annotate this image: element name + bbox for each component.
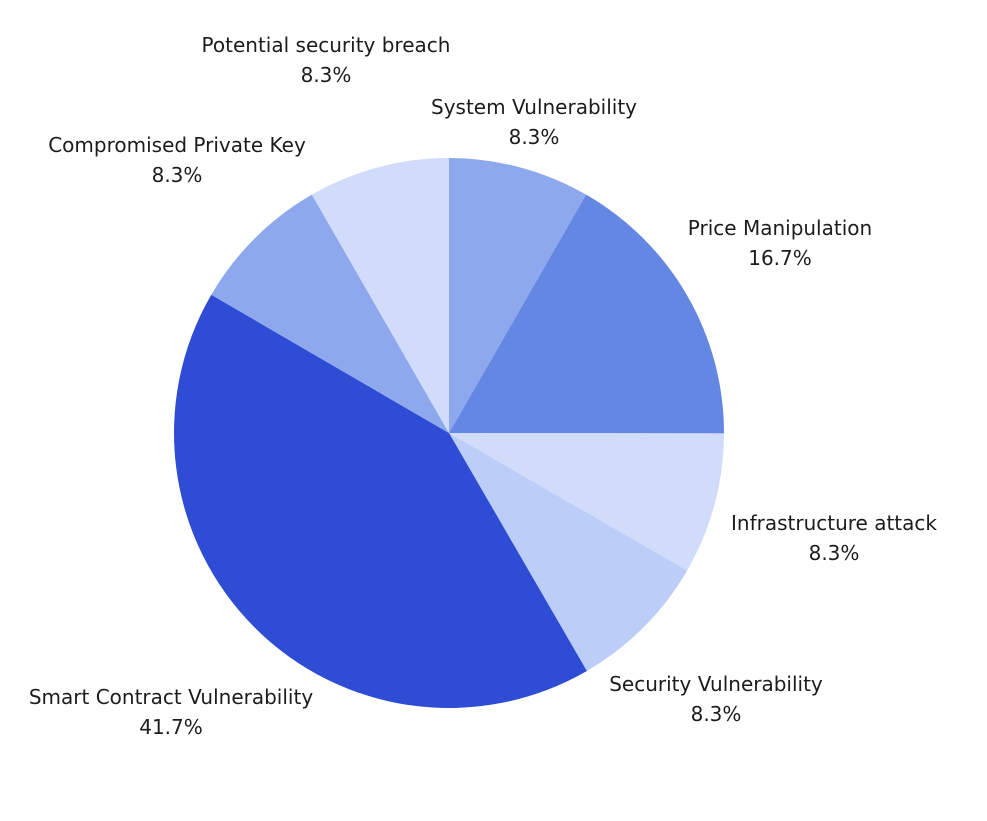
slice-label-group-smart-contract-vulnerability: Smart Contract Vulnerability 41.7%: [29, 685, 313, 739]
slice-label-group-price-manipulation: Price Manipulation 16.7%: [688, 216, 872, 270]
slice-label: System Vulnerability: [431, 95, 637, 119]
slice-percentage: 8.3%: [301, 63, 352, 87]
slice-percentage: 8.3%: [809, 541, 860, 565]
pie-slice-security-vulnerability: [449, 433, 688, 671]
slice-label-group-infrastructure-attack: Infrastructure attack 8.3%: [731, 511, 937, 565]
slice-percentage: 8.3%: [691, 702, 742, 726]
slice-label-group-compromised-private-key: Compromised Private Key 8.3%: [48, 133, 306, 187]
pie-slice-potential-security-breach: [311, 158, 449, 433]
slices-layer: [174, 158, 725, 708]
slice-percentage: 16.7%: [748, 246, 812, 270]
pie-slice-infrastructure-attack: [449, 433, 724, 571]
slice-label: Compromised Private Key: [48, 133, 306, 157]
pie-slice-smart-contract-vulnerability: [174, 294, 587, 708]
slice-label: Infrastructure attack: [731, 511, 937, 535]
slice-label: Potential security breach: [202, 33, 451, 57]
pie-slice-price-manipulation: [449, 194, 725, 434]
slice-label: Price Manipulation: [688, 216, 872, 240]
pie-slice-compromised-private-key: [211, 194, 449, 433]
labels-layer: System Vulnerability 8.3% Price Manipulati…: [29, 33, 938, 739]
slice-label-group-security-vulnerability: Security Vulnerability 8.3%: [609, 672, 823, 726]
pie-slice-system-vulnerability: [449, 158, 587, 433]
slice-label: Security Vulnerability: [609, 672, 823, 696]
slice-percentage: 41.7%: [139, 715, 203, 739]
slice-label-group-system-vulnerability: System Vulnerability 8.3%: [431, 95, 637, 149]
slice-label-group-potential-security-breach: Potential security breach 8.3%: [202, 33, 451, 87]
slice-percentage: 8.3%: [509, 125, 560, 149]
slice-label: Smart Contract Vulnerability: [29, 685, 313, 709]
slice-percentage: 8.3%: [152, 163, 203, 187]
